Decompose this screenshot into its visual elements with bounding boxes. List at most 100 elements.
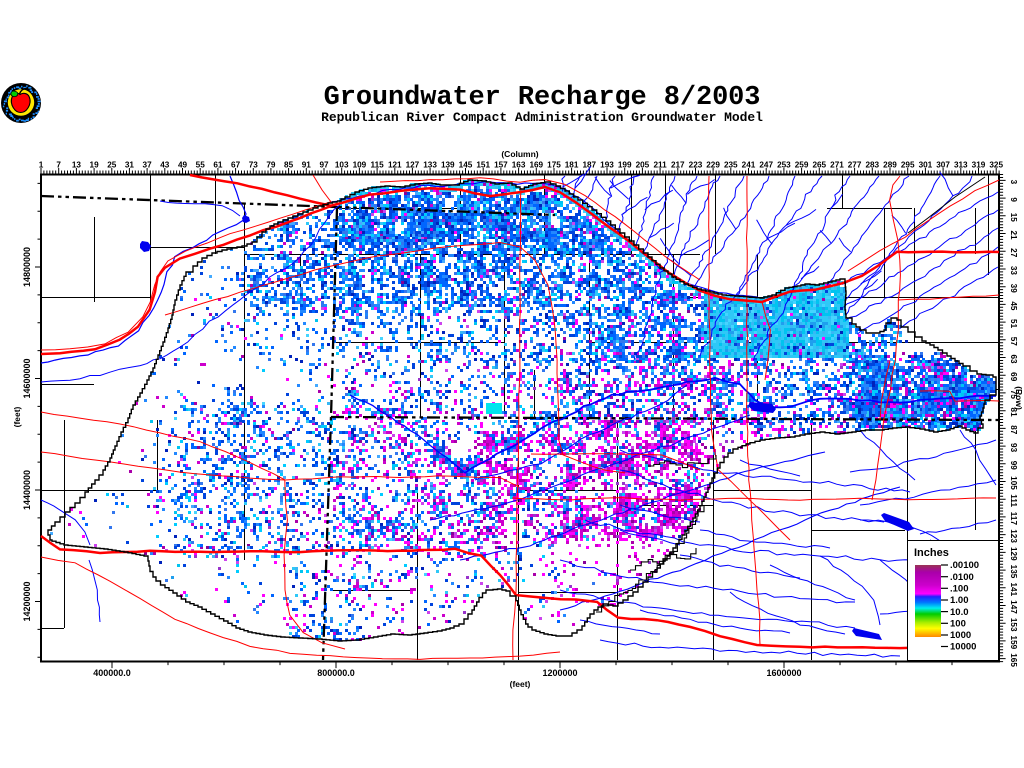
svg-text:163: 163 (512, 161, 526, 170)
svg-text:283: 283 (865, 161, 879, 170)
svg-text:121: 121 (388, 161, 402, 170)
svg-text:295: 295 (901, 161, 915, 170)
svg-text:14400000: 14400000 (22, 470, 32, 510)
svg-text:103: 103 (335, 161, 349, 170)
svg-text:87: 87 (1009, 425, 1018, 435)
svg-text:153: 153 (1009, 618, 1018, 632)
svg-text:33: 33 (1009, 266, 1018, 276)
svg-text:37: 37 (143, 161, 153, 170)
svg-text:133: 133 (423, 161, 437, 170)
svg-text:7: 7 (56, 161, 61, 170)
svg-text:100: 100 (950, 619, 966, 630)
svg-text:325: 325 (989, 161, 1003, 170)
svg-text:39: 39 (1009, 284, 1018, 294)
svg-text:21: 21 (1009, 230, 1018, 240)
svg-text:1.00: 1.00 (950, 595, 969, 606)
svg-text:127: 127 (406, 161, 420, 170)
svg-text:91: 91 (302, 161, 312, 170)
svg-text:51: 51 (1009, 319, 1018, 329)
svg-text:15: 15 (1009, 213, 1018, 223)
svg-text:81: 81 (1009, 408, 1018, 418)
svg-text:14600000: 14600000 (22, 358, 32, 398)
svg-text:111: 111 (1009, 494, 1018, 507)
svg-text:1000: 1000 (950, 630, 971, 641)
svg-text:Groundwater Recharge 8/2003: Groundwater Recharge 8/2003 (324, 83, 761, 113)
svg-text:75: 75 (1009, 390, 1018, 400)
svg-text:61: 61 (213, 161, 223, 170)
svg-text:19: 19 (90, 161, 100, 170)
svg-text:(feet): (feet) (12, 406, 22, 427)
svg-text:205: 205 (636, 161, 650, 170)
svg-text:13: 13 (72, 161, 82, 170)
svg-text:14200000: 14200000 (22, 581, 32, 621)
svg-text:289: 289 (883, 161, 897, 170)
svg-text:43: 43 (160, 161, 170, 170)
svg-text:187: 187 (582, 161, 596, 170)
svg-text:.0100: .0100 (950, 572, 974, 583)
svg-text:253: 253 (777, 161, 791, 170)
svg-text:247: 247 (759, 161, 773, 170)
svg-text:117: 117 (1009, 512, 1018, 526)
svg-text:319: 319 (972, 161, 986, 170)
svg-text:175: 175 (547, 161, 561, 170)
svg-text:31: 31 (125, 161, 135, 170)
svg-text:Inches: Inches (914, 547, 949, 559)
svg-text:129: 129 (1009, 547, 1018, 561)
svg-text:235: 235 (724, 161, 738, 170)
svg-text:217: 217 (671, 161, 685, 170)
svg-text:159: 159 (1009, 636, 1018, 650)
svg-text:271: 271 (830, 161, 844, 170)
svg-text:1600000: 1600000 (766, 668, 801, 678)
svg-text:3: 3 (1009, 180, 1018, 185)
svg-text:400000.0: 400000.0 (93, 668, 131, 678)
svg-text:57: 57 (1009, 337, 1018, 347)
svg-text:800000.0: 800000.0 (317, 668, 355, 678)
svg-text:151: 151 (476, 161, 490, 170)
svg-text:301: 301 (919, 161, 933, 170)
svg-text:73: 73 (249, 161, 259, 170)
svg-text:259: 259 (795, 161, 809, 170)
svg-text:229: 229 (706, 161, 720, 170)
svg-text:(feet): (feet) (510, 679, 531, 689)
svg-text:1: 1 (39, 161, 44, 170)
svg-text:115: 115 (370, 161, 384, 170)
svg-text:Republican River Compact Admin: Republican River Compact Administration … (321, 110, 763, 125)
svg-text:147: 147 (1009, 600, 1018, 614)
svg-text:14800000: 14800000 (22, 247, 32, 287)
svg-text:123: 123 (1009, 529, 1018, 543)
svg-text:141: 141 (1009, 582, 1018, 596)
svg-text:99: 99 (1009, 461, 1018, 471)
svg-text:181: 181 (565, 161, 579, 170)
svg-text:105: 105 (1009, 476, 1018, 490)
svg-text:169: 169 (529, 161, 543, 170)
svg-text:(Row): (Row) (1014, 386, 1024, 410)
svg-text:307: 307 (936, 161, 950, 170)
svg-text:1200000: 1200000 (542, 668, 577, 678)
svg-text:313: 313 (954, 161, 968, 170)
svg-text:145: 145 (459, 161, 473, 170)
svg-text:.00100: .00100 (950, 560, 979, 571)
svg-text:67: 67 (231, 161, 241, 170)
svg-text:223: 223 (689, 161, 703, 170)
svg-text:241: 241 (742, 161, 756, 170)
svg-text:97: 97 (319, 161, 329, 170)
svg-text:49: 49 (178, 161, 188, 170)
svg-text:45: 45 (1009, 301, 1018, 311)
svg-text:165: 165 (1009, 653, 1018, 667)
svg-text:63: 63 (1009, 354, 1018, 364)
svg-text:69: 69 (1009, 372, 1018, 382)
svg-text:.100: .100 (950, 584, 969, 595)
svg-text:55: 55 (196, 161, 206, 170)
svg-text:25: 25 (107, 161, 117, 170)
svg-text:10000: 10000 (950, 642, 976, 653)
svg-text:135: 135 (1009, 565, 1018, 579)
svg-text:211: 211 (653, 161, 667, 170)
svg-text:193: 193 (600, 161, 614, 170)
svg-text:157: 157 (494, 161, 508, 170)
svg-text:199: 199 (618, 161, 632, 170)
svg-text:27: 27 (1009, 248, 1018, 258)
svg-text:10.0: 10.0 (950, 607, 969, 618)
svg-text:265: 265 (812, 161, 826, 170)
svg-text:85: 85 (284, 161, 294, 170)
svg-text:79: 79 (266, 161, 276, 170)
